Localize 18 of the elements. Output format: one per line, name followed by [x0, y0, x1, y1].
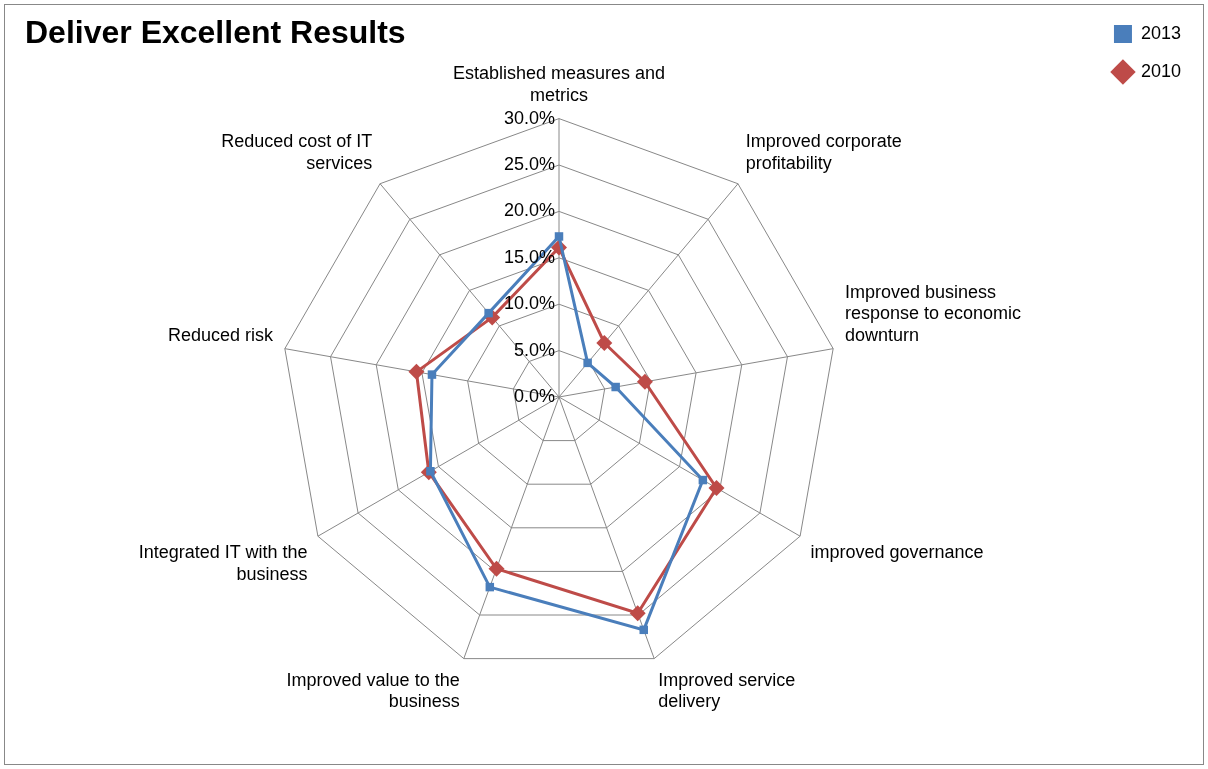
- spoke-label: Improved business response to economic downturn: [844, 281, 1022, 345]
- spoke-label: improved governance: [810, 541, 984, 562]
- y-tick-label: 5.0%: [513, 339, 555, 360]
- y-tick-label: 0.0%: [513, 385, 555, 406]
- y-tick-label: 10.0%: [503, 293, 555, 314]
- y-tick-label: 20.0%: [503, 200, 555, 221]
- spoke-label: Reduced risk: [167, 324, 275, 345]
- y-tick-label: 30.0%: [503, 107, 555, 128]
- spoke-label: Improved value to the business: [286, 669, 460, 712]
- legend-label: 2013: [1140, 22, 1181, 43]
- spoke-label: Integrated IT with the business: [138, 541, 308, 584]
- y-tick-label: 25.0%: [503, 153, 555, 174]
- spoke-label: Improved corporate profitability: [745, 131, 902, 173]
- legend-label: 2010: [1140, 60, 1181, 81]
- spoke-label: Improved service delivery: [658, 669, 796, 712]
- spoke-label: Reduced cost of IT services: [221, 131, 373, 173]
- spoke-label: Established measures and metrics: [452, 63, 666, 105]
- chart-title: Deliver Excellent Results: [25, 14, 406, 51]
